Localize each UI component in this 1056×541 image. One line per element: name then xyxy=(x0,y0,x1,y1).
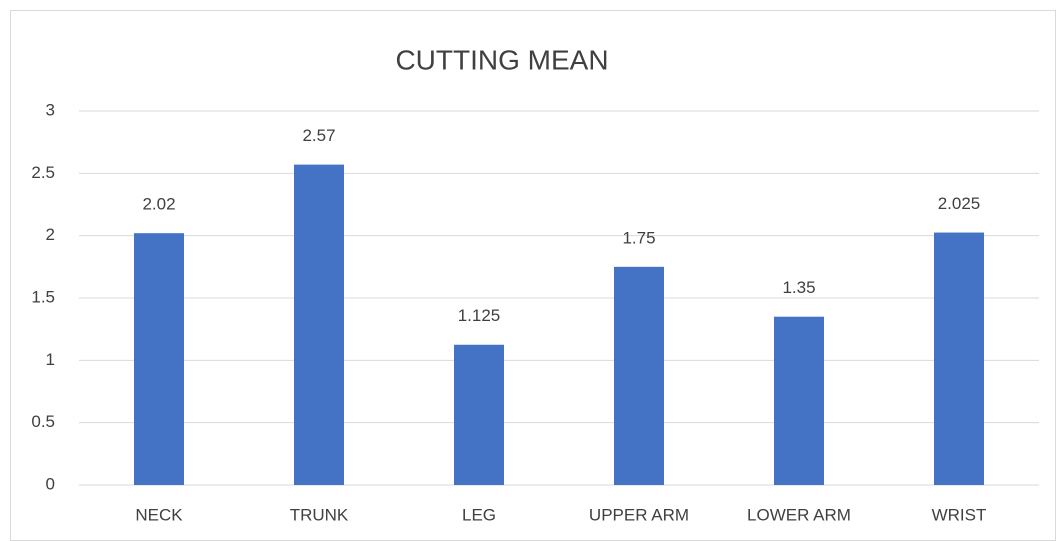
y-tick-label: 2.5 xyxy=(31,163,55,182)
bar xyxy=(294,164,344,485)
y-tick-label: 2 xyxy=(46,225,55,244)
x-tick-label: UPPER ARM xyxy=(589,505,689,524)
bar xyxy=(614,266,664,485)
y-tick-label: 1.5 xyxy=(31,287,55,306)
y-tick-label: 1 xyxy=(46,350,55,369)
x-tick-label: LOWER ARM xyxy=(747,505,851,524)
data-label: 2.025 xyxy=(938,194,981,213)
data-label: 1.35 xyxy=(782,278,815,297)
data-label: 2.02 xyxy=(142,195,175,214)
data-label: 1.75 xyxy=(622,228,655,247)
chart-border xyxy=(10,10,1056,541)
data-label: 2.57 xyxy=(302,126,335,145)
y-tick-label: 3 xyxy=(46,100,55,119)
bar xyxy=(134,233,184,485)
data-label: 1.125 xyxy=(458,306,501,325)
bar xyxy=(454,344,504,485)
x-tick-label: TRUNK xyxy=(290,505,349,524)
bar xyxy=(774,316,824,485)
bar xyxy=(934,232,984,485)
y-tick-label: 0.5 xyxy=(31,412,55,431)
y-tick-label: 0 xyxy=(46,474,55,493)
x-tick-label: WRIST xyxy=(932,505,987,524)
x-tick-label: NECK xyxy=(135,505,183,524)
x-tick-label: LEG xyxy=(462,505,496,524)
chart-title: CUTTING MEAN xyxy=(395,44,608,75)
